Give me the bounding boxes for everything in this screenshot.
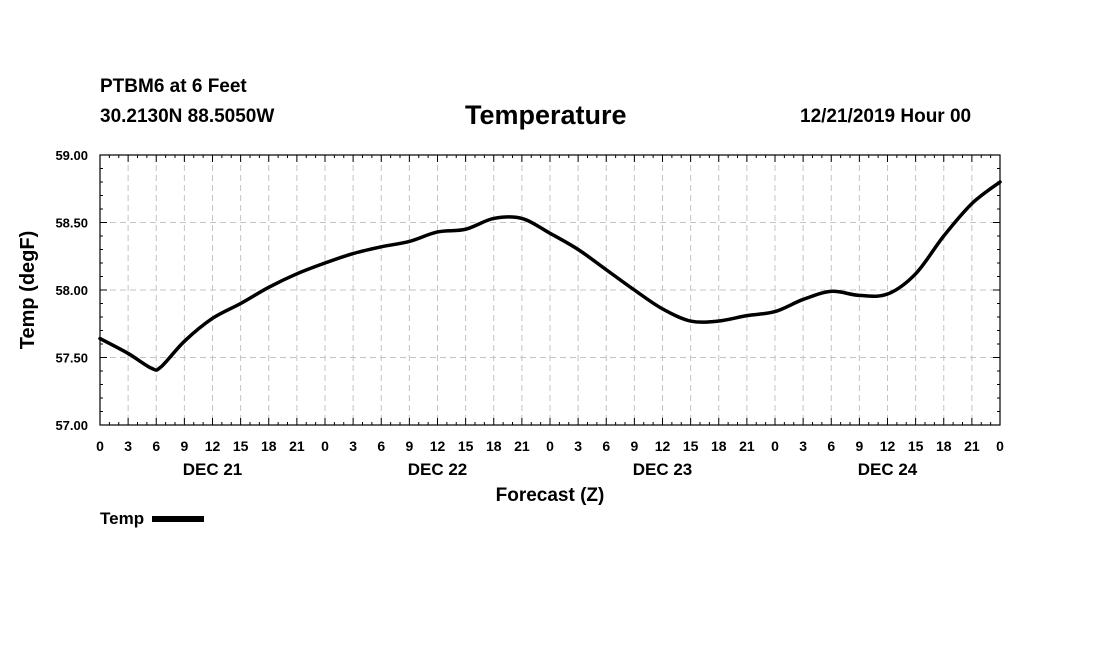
chart-title: Temperature: [465, 100, 627, 130]
x-tick-label: 15: [908, 438, 924, 454]
day-label: DEC 22: [408, 460, 468, 479]
x-tick-label: 18: [486, 438, 502, 454]
legend-line-swatch: [152, 516, 205, 522]
x-tick-label: 21: [514, 438, 530, 454]
x-tick-label: 0: [321, 438, 329, 454]
x-tick-label: 6: [827, 438, 835, 454]
day-label: DEC 21: [183, 460, 243, 479]
forecast-datetime: 12/21/2019 Hour 00: [800, 106, 972, 127]
x-tick-label: 21: [964, 438, 980, 454]
x-tick-label: 0: [546, 438, 554, 454]
legend: Temp: [100, 509, 205, 529]
x-tick-label: 3: [349, 438, 357, 454]
x-tick-label: 9: [855, 438, 863, 454]
x-tick-label: 21: [739, 438, 755, 454]
x-tick-label: 0: [996, 438, 1004, 454]
y-tick-label: 58.50: [55, 216, 88, 231]
x-tick-label: 9: [630, 438, 638, 454]
y-tick-label: 57.50: [55, 351, 88, 366]
x-tick-label: 18: [936, 438, 952, 454]
station-label: PTBM6 at 6 Feet: [100, 76, 247, 97]
day-label: DEC 23: [633, 460, 693, 479]
x-tick-label: 12: [430, 438, 446, 454]
x-tick-label: 0: [96, 438, 104, 454]
x-tick-label: 6: [377, 438, 385, 454]
x-tick-label: 15: [683, 438, 699, 454]
y-tick-label: 58.00: [55, 283, 88, 298]
x-tick-label: 6: [152, 438, 160, 454]
x-tick-label: 12: [880, 438, 896, 454]
x-tick-label: 15: [233, 438, 249, 454]
day-label: DEC 24: [858, 460, 918, 479]
x-tick-label: 18: [711, 438, 727, 454]
y-axis-label: Temp (degF): [17, 231, 39, 350]
x-tick-label: 12: [655, 438, 671, 454]
x-tick-label: 3: [124, 438, 132, 454]
legend-label: Temp: [100, 509, 145, 528]
x-tick-label: 15: [458, 438, 474, 454]
x-tick-label: 12: [205, 438, 221, 454]
x-tick-label: 6: [602, 438, 610, 454]
plot-frame: [99, 154, 1001, 426]
y-tick-label: 59.00: [55, 148, 88, 163]
x-tick-label: 18: [261, 438, 277, 454]
coordinates-label: 30.2130N 88.5050W: [100, 106, 275, 127]
x-axis-label: Forecast (Z): [496, 485, 605, 506]
series-line-temp: [98, 180, 1002, 372]
x-tick-label: 21: [289, 438, 305, 454]
x-tick-label: 3: [799, 438, 807, 454]
y-tick-label: 57.00: [55, 418, 88, 433]
x-tick-label: 3: [574, 438, 582, 454]
x-tick-label: 9: [405, 438, 413, 454]
x-tick-label: 9: [180, 438, 188, 454]
x-tick-label: 0: [771, 438, 779, 454]
